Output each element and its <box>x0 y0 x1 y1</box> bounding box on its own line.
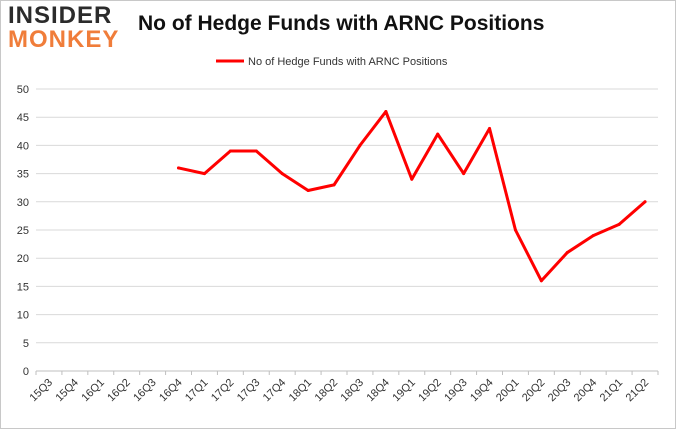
x-tick-label: 18Q3 <box>339 377 367 405</box>
x-tick-label: 18Q2 <box>313 377 341 405</box>
axis-layer: 0 5 10 15 20 25 30 35 40 45 50 15Q315Q416Q116Q216Q3… <box>17 84 659 405</box>
data-point <box>643 200 647 204</box>
y-tick-label: 10 <box>17 310 29 322</box>
data-point <box>306 189 310 193</box>
x-tick-label: 17Q3 <box>235 377 263 405</box>
data-point <box>539 279 543 283</box>
data-point <box>591 234 595 238</box>
data-point <box>513 228 517 232</box>
logo-line1: INSIDER <box>8 2 113 29</box>
y-tick-label: 40 <box>17 140 29 152</box>
y-tick-label: 25 <box>17 225 29 237</box>
x-tick-label: 16Q2 <box>105 377 133 405</box>
x-tick-label: 18Q4 <box>364 377 392 405</box>
data-point <box>280 172 284 176</box>
grid-layer <box>36 88 658 372</box>
data-point <box>228 149 232 153</box>
data-point <box>384 110 388 114</box>
y-tick-label: 20 <box>17 253 29 265</box>
logo-line2: MONKEY <box>8 26 120 53</box>
data-point <box>565 251 569 255</box>
x-tick-label: 19Q1 <box>390 377 418 405</box>
x-tick-label: 19Q3 <box>442 377 470 405</box>
y-tick-label: 45 <box>17 112 29 124</box>
data-point <box>617 222 621 226</box>
x-tick-label: 20Q4 <box>572 377 600 405</box>
x-tick-label: 19Q4 <box>468 377 496 405</box>
x-tick-label: 18Q1 <box>287 377 315 405</box>
x-tick-label: 16Q4 <box>157 377 185 405</box>
y-tick-label: 0 <box>23 366 29 378</box>
x-tick-label: 17Q2 <box>209 377 237 405</box>
data-point <box>358 143 362 147</box>
data-point <box>436 132 440 136</box>
y-tick-label: 35 <box>17 169 29 181</box>
x-tick-label: 16Q1 <box>79 377 107 405</box>
data-point <box>488 126 492 130</box>
y-tick-label: 15 <box>17 281 29 293</box>
data-point <box>410 177 414 181</box>
series-line <box>177 110 647 283</box>
x-tick-label: 20Q2 <box>520 377 548 405</box>
x-tick-label: 15Q4 <box>53 377 81 405</box>
x-tick-label: 17Q1 <box>183 377 211 405</box>
x-tick-label: 21Q1 <box>598 377 626 405</box>
data-point <box>254 149 258 153</box>
y-tick-label: 30 <box>17 197 29 209</box>
y-tick-label: 50 <box>17 84 29 96</box>
y-tick-label: 5 <box>23 338 29 350</box>
data-point <box>202 172 206 176</box>
x-tick-label: 15Q3 <box>28 377 56 405</box>
data-point <box>177 166 181 170</box>
x-tick-label: 16Q3 <box>131 377 159 405</box>
legend: No of Hedge Funds with ARNC Positions <box>216 56 448 68</box>
x-tick-label: 20Q1 <box>494 377 522 405</box>
chart-title: No of Hedge Funds with ARNC Positions <box>138 12 545 35</box>
data-point <box>332 183 336 187</box>
data-point <box>462 172 466 176</box>
x-tick-label: 17Q4 <box>261 377 289 405</box>
x-tick-label: 19Q2 <box>416 377 444 405</box>
x-tick-label: 21Q2 <box>624 377 652 405</box>
series-layer <box>177 110 647 283</box>
x-tick-label: 20Q3 <box>546 377 574 405</box>
insider-monkey-logo: INSIDER MONKEY <box>8 4 126 56</box>
legend-label: No of Hedge Funds with ARNC Positions <box>248 56 448 68</box>
